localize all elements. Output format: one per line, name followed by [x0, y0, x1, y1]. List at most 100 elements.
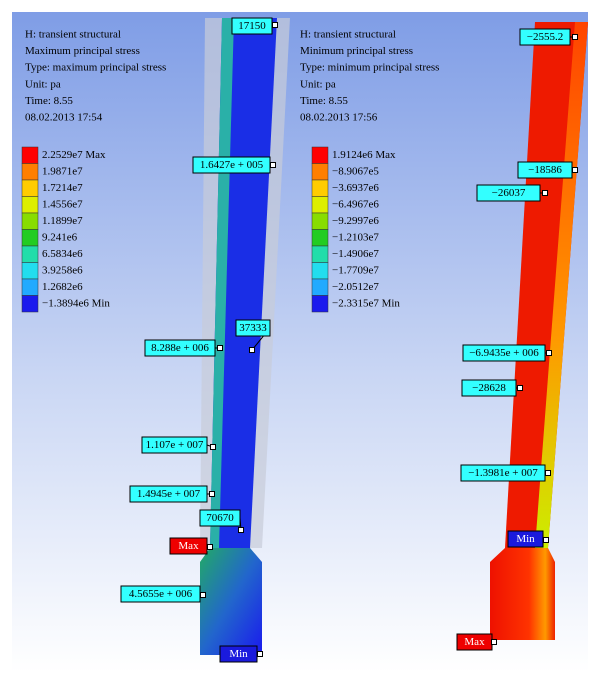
probe-point — [546, 350, 552, 356]
probe-box — [199, 509, 241, 527]
probe-point — [572, 167, 578, 173]
probe: −26037 — [476, 184, 548, 202]
probe-point — [572, 34, 578, 40]
probe: −2555.2 — [519, 28, 578, 46]
legend-swatch — [21, 196, 39, 214]
legend-label: 1.2682e6 — [42, 281, 83, 293]
probe-label: Max — [464, 636, 485, 648]
header-line: Maximum principal stress — [25, 45, 140, 57]
legend-swatch — [311, 295, 329, 313]
probe: 1.6427e + 005 — [192, 156, 276, 174]
probe-label: 1.4945e + 007 — [137, 488, 201, 500]
probe: 37333 — [235, 319, 271, 353]
legend-swatch — [21, 229, 39, 247]
shaft-base — [200, 548, 262, 655]
header-line: Time: 8.55 — [300, 95, 348, 107]
legend-label: 1.4556e7 — [42, 199, 83, 211]
probe-label: −6.9435e + 006 — [469, 347, 539, 359]
probe-label: Min — [229, 648, 248, 660]
probe-box — [144, 339, 216, 357]
probe-label: −18586 — [528, 164, 562, 176]
legend-swatch — [311, 229, 329, 247]
probe-box — [141, 436, 208, 454]
probe-point — [545, 470, 551, 476]
legend-swatch — [21, 295, 39, 313]
legend-swatch — [311, 146, 329, 164]
probe: −18586 — [517, 161, 578, 179]
probe-label: −28628 — [472, 382, 506, 394]
legend-swatch — [21, 179, 39, 197]
legend-label: −1.2103e7 — [332, 232, 379, 244]
shaft-base — [490, 548, 555, 640]
probe-point — [217, 345, 223, 351]
probe-point — [209, 491, 215, 497]
header-line: Type: maximum principal stress — [25, 62, 166, 74]
header-line: Unit: pa — [300, 78, 336, 90]
legend-swatch — [21, 245, 39, 263]
probe: 1.4945e + 007 — [129, 485, 215, 503]
legend-label: 3.9258e6 — [42, 265, 83, 277]
legend-label: −1.7709e7 — [332, 265, 379, 277]
probe: −1.3981e + 007 — [460, 464, 551, 482]
legend-label: −2.3315e7 Min — [332, 298, 400, 310]
legend-label: −2.0512e7 — [332, 281, 379, 293]
probe-box — [235, 319, 271, 337]
probe-label: 1.107e + 007 — [146, 439, 204, 451]
legend-swatch — [311, 196, 329, 214]
legend-label: −1.4906e7 — [332, 248, 379, 260]
legend-swatch — [21, 146, 39, 164]
probe-point — [238, 527, 244, 533]
probe-point — [257, 651, 263, 657]
probe-point — [210, 444, 216, 450]
probe-point — [543, 537, 549, 543]
header-line: Minimum principal stress — [300, 45, 413, 57]
probe: 8.288e + 006 — [144, 339, 223, 357]
legend-label: 2.2529e7 Max — [42, 149, 106, 161]
shaft-edge — [535, 22, 588, 548]
probe-point — [272, 22, 278, 28]
probe: −6.9435e + 006 — [462, 344, 552, 362]
probe-point — [200, 592, 206, 598]
probe-point — [517, 385, 523, 391]
legend-label: 1.1899e7 — [42, 215, 83, 227]
legend-swatch — [21, 212, 39, 230]
legend-label: 1.7214e7 — [42, 182, 83, 194]
legend-swatch — [21, 163, 39, 181]
probe: 4.5655e + 006 — [120, 585, 206, 603]
probe-box — [476, 184, 541, 202]
probe-label: 70670 — [206, 512, 234, 524]
probe: 17150 — [231, 17, 278, 35]
probe-label: −2555.2 — [527, 31, 563, 43]
probe-label: −26037 — [492, 187, 526, 199]
probe-label: Min — [516, 533, 535, 545]
annotations: H: transient structural Maximum principal… — [21, 17, 578, 663]
probe-point — [249, 347, 255, 353]
legend-label: −8.9067e5 — [332, 166, 379, 178]
legend-label: 6.5834e6 — [42, 248, 83, 260]
probe: Max — [169, 537, 213, 555]
probe-point — [207, 544, 213, 550]
legend-swatch — [311, 212, 329, 230]
probe: Min — [507, 530, 549, 548]
legend-swatch — [21, 278, 39, 296]
header-line: Time: 8.55 — [25, 95, 73, 107]
legend-swatch — [311, 245, 329, 263]
probe-label: −1.3981e + 007 — [468, 467, 538, 479]
probe: −28628 — [461, 379, 523, 397]
header-line: H: transient structural — [25, 29, 121, 41]
probe-label: 4.5655e + 006 — [129, 588, 193, 600]
probe-point — [542, 190, 548, 196]
probe-label: Max — [178, 540, 199, 552]
probe-label: 8.288e + 006 — [151, 342, 209, 354]
probe-label: 37333 — [239, 322, 267, 334]
header-line: Type: minimum principal stress — [300, 62, 439, 74]
header-line: H: transient structural — [300, 29, 396, 41]
legend-swatch — [311, 278, 329, 296]
probe-box — [519, 28, 571, 46]
legend-label: 9.241e6 — [42, 232, 78, 244]
legend-label: −6.4967e6 — [332, 199, 379, 211]
probe: Max — [456, 633, 497, 651]
legend-label: −1.3894e6 Min — [42, 298, 110, 310]
probe-label: 17150 — [238, 20, 266, 32]
legend-swatch — [21, 262, 39, 280]
